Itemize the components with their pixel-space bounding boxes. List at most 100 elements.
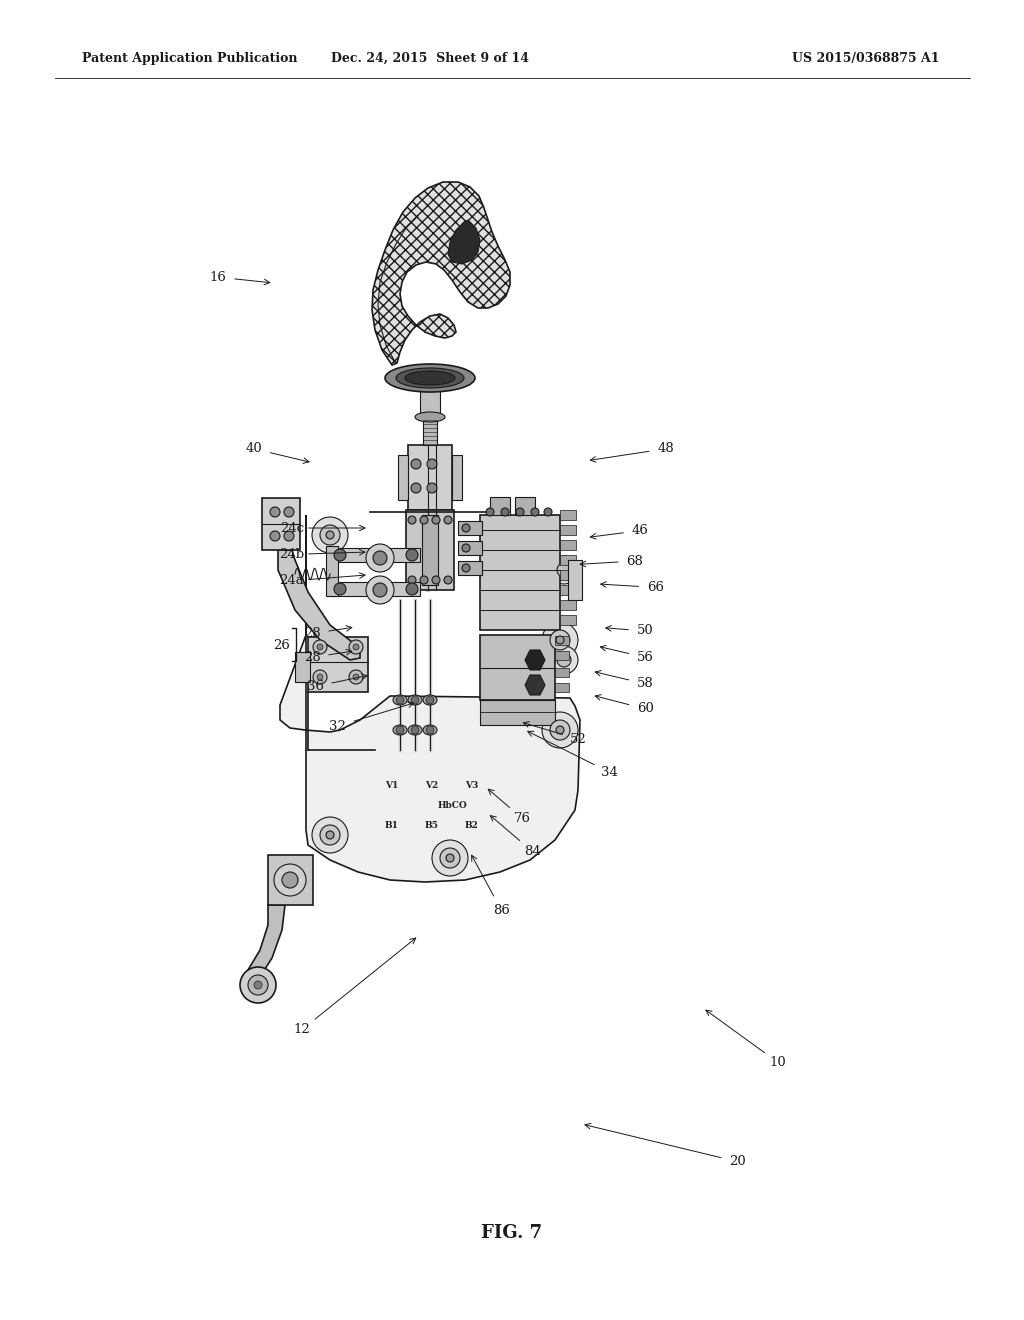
Text: 24c: 24c [280, 521, 304, 535]
Bar [420, 378, 440, 414]
Text: 60: 60 [637, 702, 653, 715]
Circle shape [556, 726, 564, 734]
Text: 56: 56 [637, 651, 653, 664]
Text: V2: V2 [425, 780, 438, 789]
Circle shape [317, 675, 323, 680]
Text: 84: 84 [524, 845, 541, 858]
Circle shape [396, 726, 404, 734]
Text: B2: B2 [465, 821, 479, 829]
Circle shape [427, 483, 437, 492]
Bar [555, 636, 569, 645]
Bar [480, 515, 560, 630]
Circle shape [373, 583, 387, 597]
Circle shape [444, 516, 452, 524]
Text: US 2015/0368875 A1: US 2015/0368875 A1 [793, 51, 940, 65]
Text: HbCO: HbCO [437, 800, 467, 809]
Bar [560, 601, 575, 610]
Bar [268, 855, 313, 906]
Circle shape [349, 640, 362, 653]
Circle shape [420, 516, 428, 524]
Circle shape [270, 507, 280, 517]
Circle shape [408, 576, 416, 583]
Ellipse shape [408, 725, 422, 735]
Circle shape [284, 507, 294, 517]
Bar [330, 548, 420, 562]
Bar [452, 455, 462, 500]
Circle shape [542, 622, 578, 657]
Text: 50: 50 [637, 624, 653, 638]
Circle shape [550, 556, 578, 583]
Circle shape [427, 459, 437, 469]
Bar [555, 668, 569, 677]
Text: B1: B1 [385, 821, 399, 829]
Circle shape [432, 576, 440, 583]
Circle shape [248, 975, 268, 995]
Text: B5: B5 [425, 821, 439, 829]
Polygon shape [525, 649, 545, 671]
Polygon shape [372, 182, 510, 366]
Bar [422, 515, 438, 585]
Circle shape [426, 726, 434, 734]
Text: 12: 12 [294, 1023, 310, 1036]
Bar [408, 445, 452, 510]
Bar [262, 498, 300, 550]
Circle shape [313, 671, 327, 684]
Circle shape [408, 516, 416, 524]
Text: V3: V3 [465, 780, 478, 789]
Text: 52: 52 [570, 733, 587, 746]
Circle shape [420, 576, 428, 583]
Circle shape [432, 840, 468, 876]
Text: 86: 86 [494, 904, 510, 917]
Circle shape [406, 583, 418, 595]
Bar [560, 554, 575, 565]
Circle shape [274, 865, 306, 896]
Circle shape [462, 524, 470, 532]
Circle shape [486, 508, 494, 516]
Bar [406, 510, 454, 590]
Circle shape [313, 640, 327, 653]
Circle shape [432, 516, 440, 524]
Bar [560, 615, 575, 624]
Circle shape [550, 645, 578, 675]
Circle shape [353, 675, 359, 680]
Bar [458, 541, 482, 554]
Text: 10: 10 [770, 1056, 786, 1069]
Bar [480, 635, 555, 700]
Ellipse shape [423, 696, 437, 705]
Circle shape [411, 459, 421, 469]
Polygon shape [525, 675, 545, 696]
Circle shape [334, 583, 346, 595]
Bar [555, 651, 569, 660]
Bar [308, 638, 368, 692]
Circle shape [317, 644, 323, 649]
Bar [458, 561, 482, 576]
Circle shape [516, 508, 524, 516]
Circle shape [334, 549, 346, 561]
Ellipse shape [385, 364, 475, 392]
Ellipse shape [408, 696, 422, 705]
Circle shape [312, 817, 348, 853]
Circle shape [444, 576, 452, 583]
Circle shape [312, 517, 348, 553]
Circle shape [550, 719, 570, 741]
Bar [560, 525, 575, 535]
Bar [330, 582, 420, 597]
Circle shape [550, 630, 570, 649]
Circle shape [270, 531, 280, 541]
Circle shape [557, 564, 571, 577]
Polygon shape [449, 220, 480, 264]
Circle shape [319, 825, 340, 845]
Circle shape [462, 544, 470, 552]
Text: 36: 36 [307, 680, 324, 693]
Text: 24b: 24b [280, 548, 304, 561]
Circle shape [446, 854, 454, 862]
Text: 24a: 24a [280, 574, 304, 587]
Circle shape [254, 981, 262, 989]
Text: 16: 16 [210, 271, 226, 284]
Circle shape [531, 508, 539, 516]
Circle shape [406, 549, 418, 561]
Bar [480, 700, 555, 725]
Text: 28: 28 [304, 651, 321, 664]
Bar [555, 682, 569, 692]
Text: 28: 28 [304, 627, 321, 640]
